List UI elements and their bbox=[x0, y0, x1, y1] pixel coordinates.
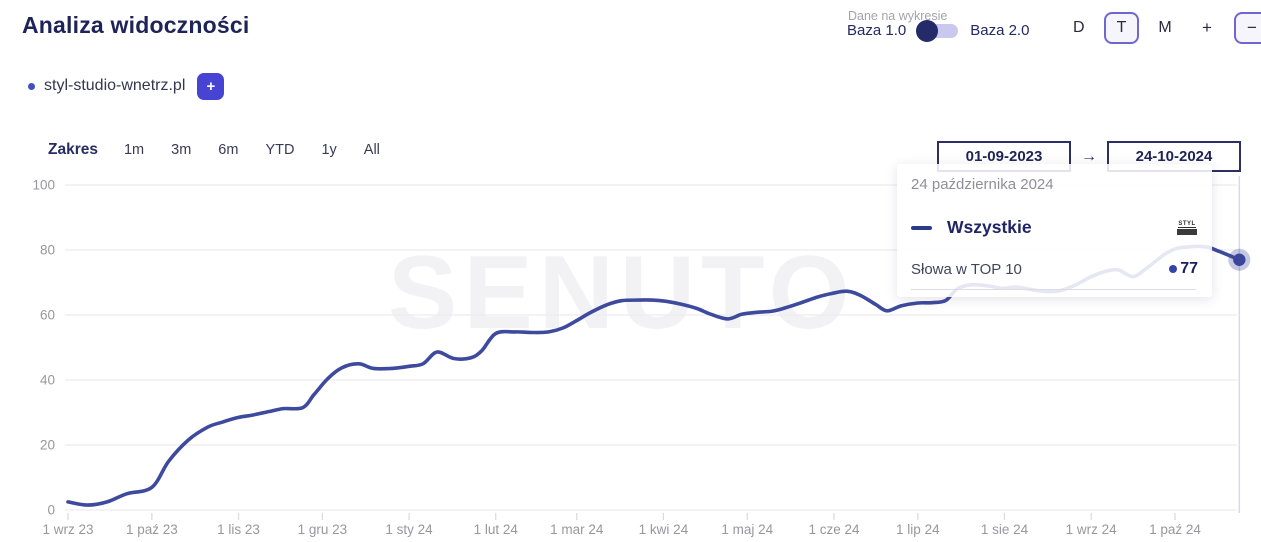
toggle-knob bbox=[916, 19, 939, 42]
range-option-3m[interactable]: 3m bbox=[171, 142, 192, 158]
x-axis-label: 1 wrz 23 bbox=[42, 522, 93, 537]
tooltip-value: 77 bbox=[1169, 260, 1198, 278]
range-option-1m[interactable]: 1m bbox=[123, 142, 145, 158]
tooltip-divider bbox=[911, 289, 1196, 290]
zoom-out-button[interactable]: − bbox=[1233, 12, 1261, 44]
x-axis-label: 1 mar 24 bbox=[550, 522, 604, 537]
tooltip-series-row: Wszystkie STYL bbox=[911, 217, 1198, 238]
value-dot-icon bbox=[1169, 265, 1178, 273]
x-axis-label: 1 lip 24 bbox=[896, 522, 940, 537]
end-marker-dot bbox=[1233, 253, 1246, 266]
y-axis-label: 20 bbox=[40, 438, 55, 453]
range-label: Zakres bbox=[48, 141, 98, 158]
site-favicon-icon: STYL bbox=[1176, 221, 1198, 235]
zoom-in-button[interactable]: + bbox=[1192, 11, 1222, 45]
x-axis-label: 1 wrz 24 bbox=[1066, 522, 1118, 537]
base2-label: Baza 2.0 bbox=[970, 22, 1030, 39]
range-option-1y[interactable]: 1y bbox=[321, 142, 337, 158]
tooltip-metric-row: Słowa w TOP 10 77 bbox=[911, 260, 1198, 278]
base-switch-row: Baza 1.0 Baza 2.0 bbox=[847, 19, 1030, 42]
y-axis-label: 80 bbox=[40, 243, 55, 258]
y-axis-label: 100 bbox=[32, 178, 55, 193]
zoom-group: + − bbox=[1192, 11, 1261, 45]
range-option-all[interactable]: All bbox=[363, 142, 380, 158]
x-axis-label: 1 paź 24 bbox=[1149, 522, 1201, 537]
x-axis-label: 1 kwi 24 bbox=[639, 522, 689, 537]
y-axis-label: 0 bbox=[47, 503, 55, 518]
x-axis-label: 1 gru 23 bbox=[298, 522, 348, 537]
senuto-watermark: SENUTO bbox=[388, 235, 856, 351]
chart-tooltip: 24 października 2024 Wszystkie STYL Słow… bbox=[897, 164, 1212, 297]
x-axis-label: 1 paź 23 bbox=[126, 522, 178, 537]
tooltip-date: 24 października 2024 bbox=[911, 176, 1054, 193]
page-title: Analiza widoczności bbox=[22, 12, 250, 38]
granularity-day-button[interactable]: D bbox=[1062, 11, 1096, 45]
granularity-group: D T M bbox=[1062, 11, 1183, 45]
x-axis-label: 1 maj 24 bbox=[721, 522, 773, 537]
series-line-swatch bbox=[911, 225, 932, 230]
domain-row: styl-studio-wnetrz.pl + bbox=[28, 72, 225, 100]
add-domain-button[interactable]: + bbox=[197, 72, 225, 100]
domain-name: styl-studio-wnetrz.pl bbox=[44, 77, 186, 94]
y-axis-label: 40 bbox=[40, 373, 55, 388]
tooltip-series-name: Wszystkie bbox=[947, 217, 1032, 237]
y-axis-label: 60 bbox=[40, 308, 55, 323]
range-row: Zakres 1m 3m 6m YTD 1y All bbox=[48, 141, 407, 159]
range-option-ytd[interactable]: YTD bbox=[265, 142, 295, 158]
tooltip-metric-label: Słowa w TOP 10 bbox=[911, 260, 1022, 278]
x-axis-label: 1 sty 24 bbox=[385, 522, 433, 537]
x-axis-label: 1 sie 24 bbox=[981, 522, 1029, 537]
x-axis-label: 1 cze 24 bbox=[808, 522, 860, 537]
granularity-week-button[interactable]: T bbox=[1103, 12, 1140, 44]
base-toggle[interactable] bbox=[916, 19, 959, 42]
base1-label: Baza 1.0 bbox=[847, 22, 907, 39]
x-axis-label: 1 lis 23 bbox=[217, 522, 260, 537]
granularity-month-button[interactable]: M bbox=[1147, 11, 1182, 45]
x-axis-label: 1 lut 24 bbox=[474, 522, 519, 537]
domain-bullet-icon bbox=[28, 82, 35, 90]
range-option-6m[interactable]: 6m bbox=[218, 142, 239, 158]
date-arrow-icon: → bbox=[1081, 147, 1097, 165]
data-on-chart-label: Dane na wykresie bbox=[848, 9, 948, 23]
